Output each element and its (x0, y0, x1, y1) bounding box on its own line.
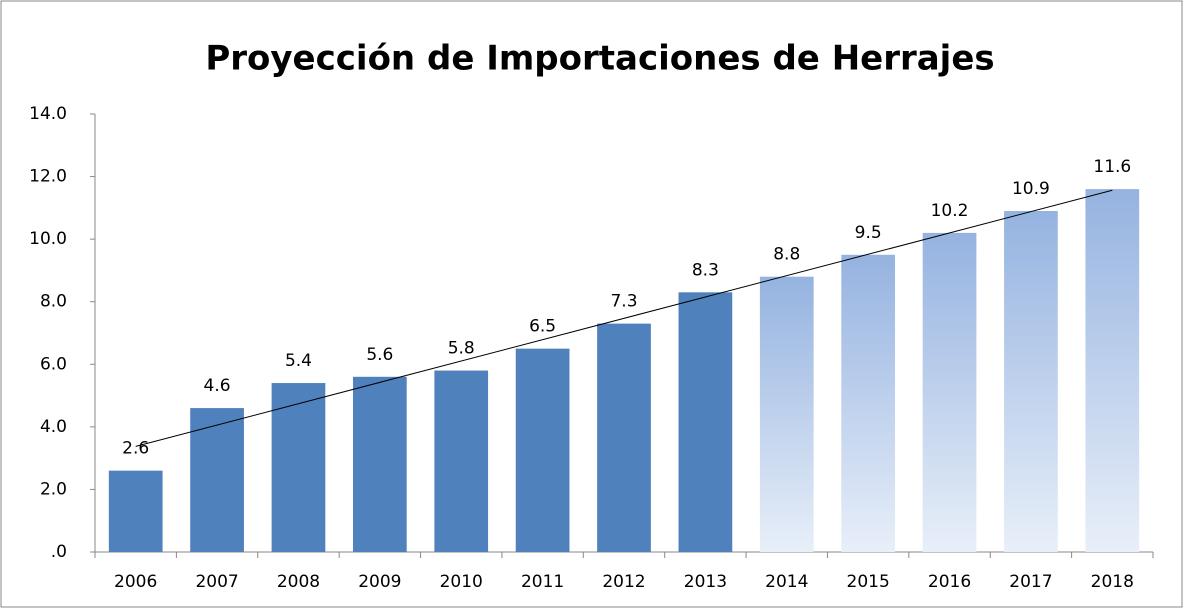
value-label: 5.8 (448, 339, 475, 359)
x-tick-label: 2007 (195, 572, 238, 592)
bar (759, 276, 814, 552)
y-tick-label: 4.0 (40, 417, 67, 437)
bar (271, 383, 326, 552)
x-tick-label: 2006 (114, 572, 157, 592)
bar (1004, 210, 1058, 552)
x-tick-label: 2008 (277, 572, 320, 592)
bar (352, 376, 407, 552)
y-tick-label: .0 (51, 542, 67, 562)
bar (515, 348, 570, 552)
y-tick-label: 14.0 (29, 104, 67, 124)
bar (841, 254, 896, 553)
bar (1085, 189, 1140, 553)
value-label: 6.5 (529, 317, 556, 337)
value-label: 10.9 (1012, 179, 1050, 199)
value-label: 4.6 (204, 376, 231, 396)
x-tick-label: 2010 (440, 572, 483, 592)
x-tick-label: 2013 (684, 572, 727, 592)
trendline (135, 189, 1113, 447)
bar (434, 370, 489, 552)
y-tick-label: 6.0 (40, 354, 67, 374)
value-label: 7.3 (610, 292, 637, 312)
x-tick-label: 2015 (847, 572, 890, 592)
x-tick-label: 2017 (1009, 572, 1052, 592)
value-label: 2.6 (122, 439, 149, 459)
x-tick-label: 2011 (521, 572, 564, 592)
value-label: 5.6 (366, 345, 393, 365)
bar (190, 408, 244, 552)
y-tick-label: 8.0 (40, 292, 67, 312)
value-label: 9.5 (855, 223, 882, 243)
bar (108, 470, 163, 552)
bar (597, 323, 651, 552)
x-tick-label: 2012 (602, 572, 645, 592)
value-label: 8.8 (773, 245, 800, 265)
value-label: 5.4 (285, 351, 312, 371)
y-tick-label: 12.0 (29, 167, 67, 187)
x-tick-label: 2014 (765, 572, 808, 592)
x-tick-label: 2018 (1091, 572, 1134, 592)
x-tick-label: 2016 (928, 572, 971, 592)
bar (922, 232, 977, 552)
value-label: 11.6 (1093, 157, 1131, 177)
y-tick-label: 2.0 (40, 479, 67, 499)
y-tick-label: 10.0 (29, 229, 67, 249)
value-label: 8.3 (692, 260, 719, 280)
bar (678, 292, 733, 552)
x-tick-label: 2009 (358, 572, 401, 592)
value-label: 10.2 (931, 201, 969, 221)
chart-title: Proyección de Importaciones de Herrajes (205, 39, 994, 79)
